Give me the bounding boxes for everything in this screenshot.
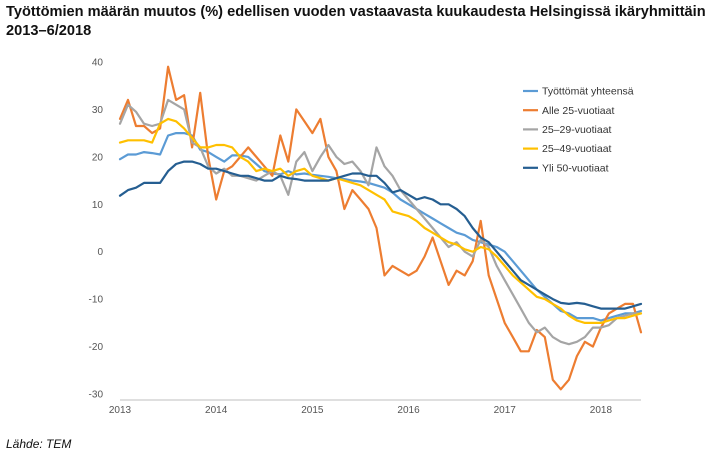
y-tick-label: 10 [92, 200, 104, 211]
series-line-3 [118, 98, 643, 346]
legend: Työttömät yhteensä Alle 25-vuotiaat 25–29-… [523, 86, 634, 174]
series-lines [118, 65, 643, 391]
y-tick-label: -30 [89, 390, 104, 401]
x-tick-label: 2015 [301, 405, 324, 416]
legend-label: 25–49-vuotiaat [542, 143, 612, 155]
y-tick-label: -20 [89, 342, 104, 353]
x-tick-label: 2013 [109, 405, 132, 416]
y-tick-label: 40 [92, 58, 104, 69]
y-tick-label: 0 [97, 247, 103, 258]
x-tick-label: 2014 [205, 405, 228, 416]
series-line-5 [118, 160, 643, 310]
x-tick-label: 2016 [397, 405, 420, 416]
x-axis: 2013 2014 2015 2016 2017 2018 [109, 399, 641, 416]
y-tick-label: 30 [92, 105, 104, 116]
legend-label: Yli 50-vuotiaat [542, 162, 609, 174]
y-tick-label: -10 [89, 295, 104, 306]
legend-label: Alle 25-vuotiaat [542, 105, 614, 117]
series-line-4 [118, 117, 643, 324]
legend-label: Työttömät yhteensä [542, 86, 634, 98]
source-note: Lähde: TEM [6, 437, 72, 451]
x-tick-label: 2017 [494, 405, 517, 416]
chart-title: Työttömien määrän muutos (%) edellisen v… [6, 4, 706, 39]
series-line-2 [118, 65, 643, 391]
series-line-1 [118, 132, 643, 322]
y-tick-label: 20 [92, 152, 104, 163]
y-axis-ticks: 40 30 20 10 0 -10 -20 -30 [89, 58, 104, 401]
legend-label: 25–29-vuotiaat [542, 124, 612, 136]
x-tick-label: 2018 [590, 405, 613, 416]
